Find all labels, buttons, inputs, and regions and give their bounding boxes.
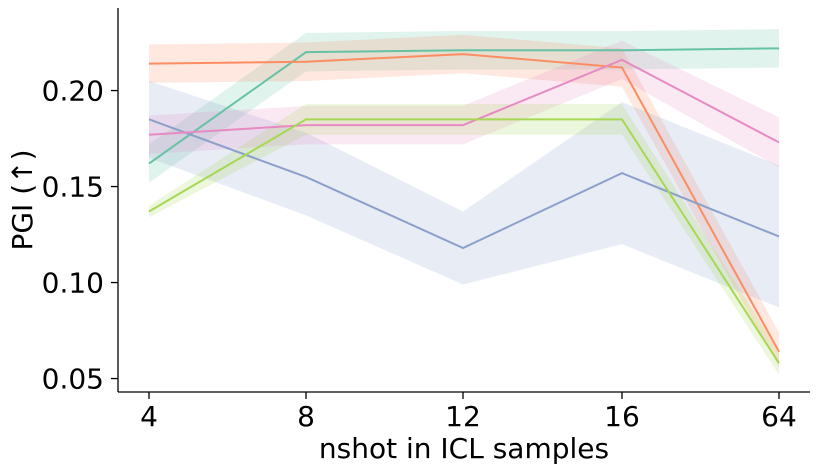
series-orange-line (148, 53, 780, 353)
series-orange-band (149, 34, 779, 368)
series-lines (148, 47, 780, 364)
series-pink-line (148, 58, 780, 144)
y-axis-label: PGI (↑) (6, 149, 39, 250)
y-ticks: 0.05 0.10 0.15 0.20 (42, 75, 118, 396)
x-tick-label: 12 (445, 400, 481, 433)
series-blue-band (149, 80, 779, 308)
x-ticks: 4 8 12 16 64 (140, 392, 797, 433)
series-blue-line (148, 118, 780, 250)
x-tick-label: 16 (604, 400, 640, 433)
series-lime-line (148, 118, 780, 364)
y-tick-label: 0.10 (42, 267, 104, 300)
y-tick-label: 0.15 (42, 171, 104, 204)
x-tick-label: 8 (297, 400, 315, 433)
confidence-bands (149, 29, 779, 375)
x-axis-label: nshot in ICL samples (319, 432, 609, 465)
x-tick-label: 4 (140, 400, 158, 433)
series-pink-band (149, 40, 779, 168)
x-tick-label: 64 (761, 400, 797, 433)
y-tick-label: 0.20 (42, 75, 104, 108)
y-tick-label: 0.05 (42, 363, 104, 396)
axes (117, 8, 810, 393)
series-green-line (148, 47, 780, 165)
